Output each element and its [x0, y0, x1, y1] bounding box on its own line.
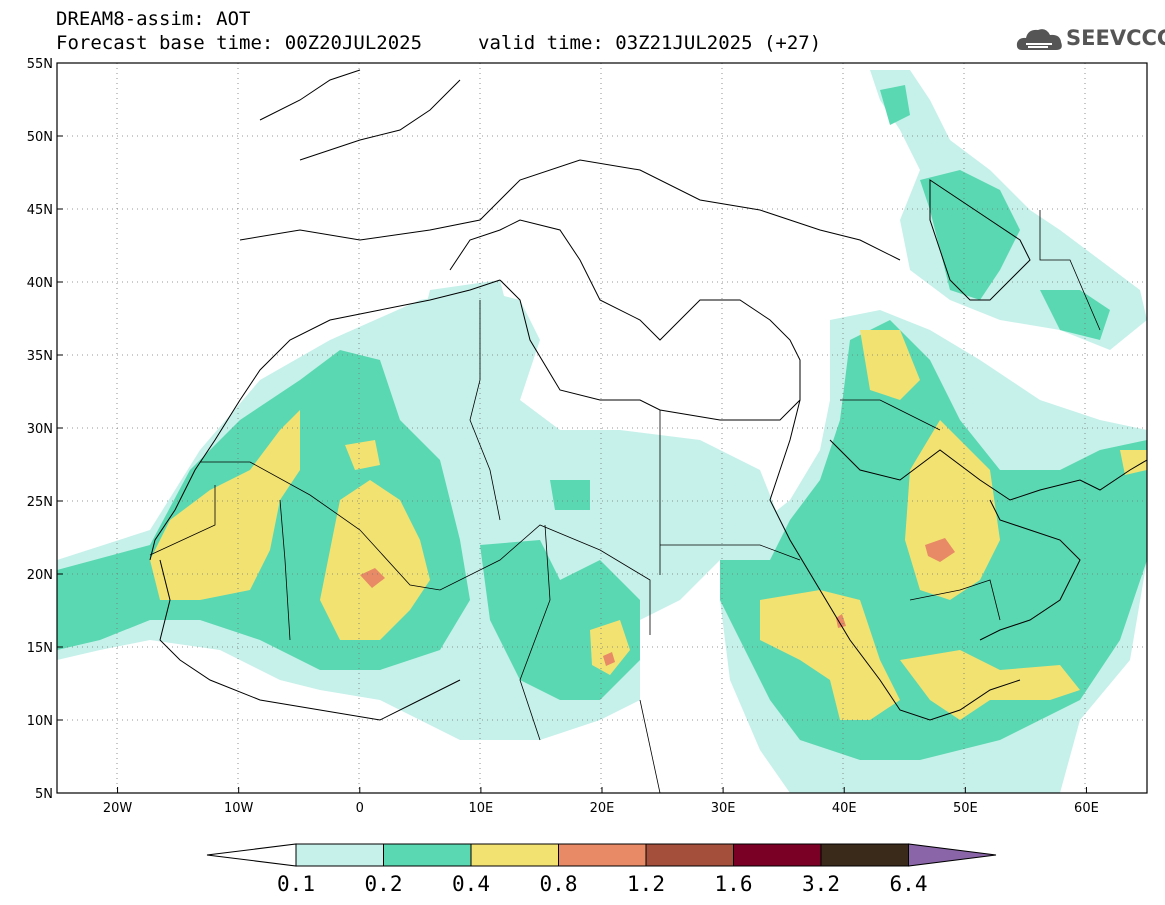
aot-level-0.8 — [360, 538, 955, 666]
lon-tick-label: 40E — [832, 801, 857, 816]
lon-tick-label: 0 — [356, 801, 364, 816]
lon-tick-label: 10W — [224, 801, 254, 816]
lat-tick-label: 15N — [27, 641, 53, 656]
lat-tick-label: 40N — [27, 276, 53, 291]
lat-tick-label: 25N — [27, 495, 53, 510]
lon-tick-label: 50E — [953, 801, 978, 816]
lon-tick-label: 10E — [469, 801, 494, 816]
chart-title: DREAM8-assim: AOT — [56, 8, 251, 30]
lat-tick-label: 20N — [27, 568, 53, 583]
colorbar-label: 0.2 — [365, 872, 403, 896]
lon-tick-label: 20E — [590, 801, 615, 816]
colorbar-low-extension — [206, 843, 297, 867]
colorbar-label: 1.2 — [627, 872, 665, 896]
colorbar-label: 1.6 — [715, 872, 753, 896]
borders — [149, 210, 1101, 793]
colorbar-box — [645, 843, 734, 867]
lon-tick-label: 20W — [103, 801, 133, 816]
colorbar: 0.1 0.2 0.4 0.8 1.2 1.6 3.2 6.4 — [206, 843, 997, 896]
lat-tick-label: 30N — [27, 422, 53, 437]
valid-time-label: valid time: 03Z21JUL2025 (+27) — [478, 32, 822, 54]
aot-field — [57, 70, 1147, 793]
colorbar-label: 0.1 — [277, 872, 315, 896]
lat-tick-label: 35N — [27, 349, 53, 364]
lon-tick-label: 30E — [711, 801, 736, 816]
logo-text: SEEVCCC — [1066, 26, 1165, 50]
colorbar-label: 0.4 — [452, 872, 490, 896]
graticule — [57, 63, 1147, 793]
colorbar-label: 3.2 — [802, 872, 840, 896]
longitude-axis: 20W 10W 0 10E 20E 30E 40E 50E 60E — [103, 787, 1099, 816]
colorbar-high-extension — [908, 843, 997, 867]
coastlines — [149, 69, 1147, 721]
colorbar-box — [820, 843, 909, 867]
latitude-axis: 55N 50N 45N 40N 35N 30N 25N 20N 15N 10N 5N — [27, 57, 63, 802]
lat-tick-label: 45N — [27, 203, 53, 218]
colorbar-label: 6.4 — [890, 872, 928, 896]
cloud-icon — [1016, 29, 1062, 50]
seevccc-logo: SEEVCCC — [1016, 24, 1165, 58]
lat-tick-label: 50N — [27, 130, 53, 145]
lat-tick-label: 5N — [35, 787, 53, 802]
lat-tick-label: 10N — [27, 714, 53, 729]
colorbar-box — [470, 843, 559, 867]
colorbar-box — [558, 843, 647, 867]
colorbar-box — [733, 843, 822, 867]
aot-level-0.4 — [150, 330, 1147, 720]
lat-tick-label: 55N — [27, 57, 53, 72]
colorbar-label: 0.8 — [540, 872, 578, 896]
colorbar-box — [295, 843, 384, 867]
colorbar-box — [383, 843, 472, 867]
base-time-label: Forecast base time: 00Z20JUL2025 — [56, 32, 423, 54]
lon-tick-label: 60E — [1074, 801, 1099, 816]
